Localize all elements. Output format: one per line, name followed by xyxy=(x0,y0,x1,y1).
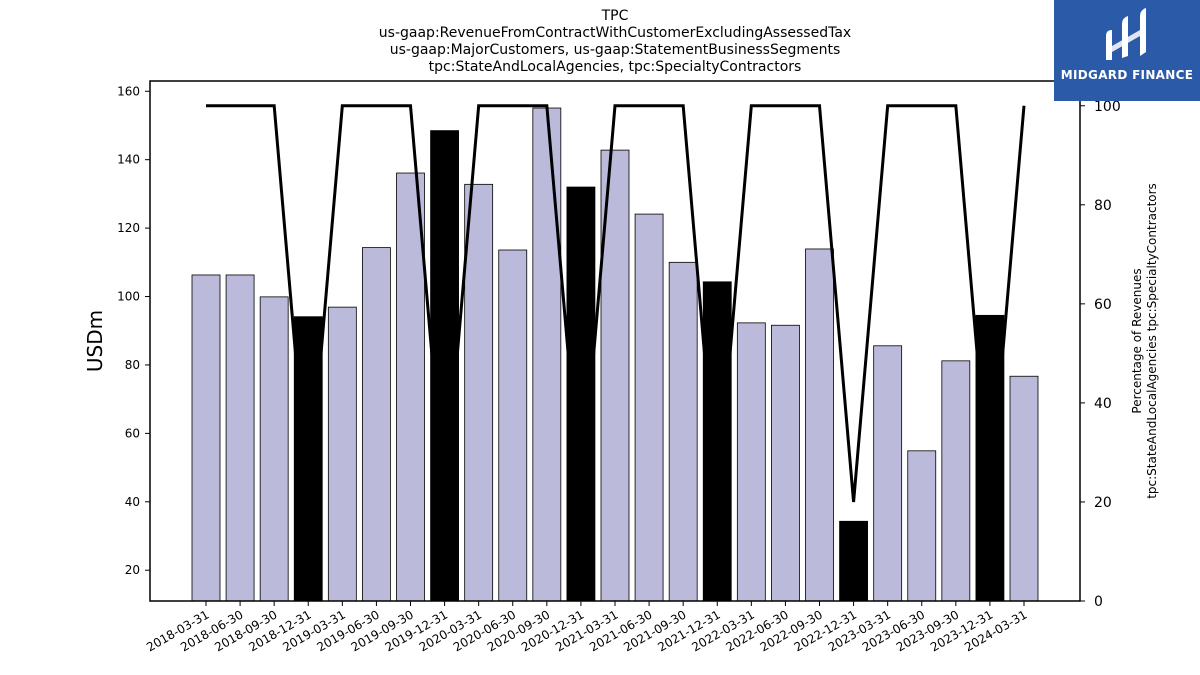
bar-2019-12-31 xyxy=(430,130,459,602)
bar-2022-06-30 xyxy=(771,324,800,602)
bar-2022-12-31 xyxy=(839,520,868,602)
bar-2018-03-31 xyxy=(191,274,221,602)
chart-title-line-4: tpc:StateAndLocalAgencies, tpc:Specialty… xyxy=(429,59,802,75)
bar-2021-09-30 xyxy=(668,261,698,602)
bar-2021-12-31 xyxy=(702,281,732,602)
y-tick-label-left: 140 xyxy=(117,153,140,167)
bar-2018-06-30 xyxy=(225,274,255,602)
bar-2020-09-30 xyxy=(532,107,562,602)
chart-title-line-1: TPC xyxy=(601,8,629,24)
bar-2019-09-30 xyxy=(396,172,425,602)
bar-2018-12-31 xyxy=(293,316,323,602)
logo-mark-icon xyxy=(1106,8,1146,60)
chart-title-line-3: us-gaap:MajorCustomers, us-gaap:Statemen… xyxy=(390,42,841,58)
y-axis-right: 0 20 40 60 80 100 xyxy=(1080,99,1121,610)
y-tick-label-left: 20 xyxy=(125,563,140,577)
bar-2022-03-31 xyxy=(736,322,766,602)
y-tick-label-left: 160 xyxy=(117,84,140,98)
bar-2023-06-30 xyxy=(907,450,937,602)
bar-2020-06-30 xyxy=(498,249,528,602)
bar-2024-03-31 xyxy=(1009,375,1039,602)
y-tick-label-right: 20 xyxy=(1094,495,1112,511)
y-tick-label-right: 0 xyxy=(1094,594,1103,610)
y-tick-label-left: 120 xyxy=(117,221,140,235)
y-axis-label-right-line-2: tpc:StateAndLocalAgencies tpc:SpecialtyC… xyxy=(1145,183,1159,499)
chart-title-line-2: us-gaap:RevenueFromContractWithCustomerE… xyxy=(379,25,851,41)
y-tick-label-right: 60 xyxy=(1094,297,1112,313)
y-tick-label-right: 40 xyxy=(1094,396,1112,412)
bar-2021-06-30 xyxy=(634,213,664,602)
y-tick-label-left: 100 xyxy=(117,290,140,304)
bar-2022-09-30 xyxy=(805,248,834,602)
bar-2018-09-30 xyxy=(259,296,289,602)
bar-2020-03-31 xyxy=(464,183,494,602)
logo-text: MIDGARD FINANCE xyxy=(1060,68,1194,82)
y-tick-label-left: 80 xyxy=(125,358,140,372)
y-tick-label-right: 80 xyxy=(1094,198,1112,214)
bars-group xyxy=(191,107,1039,602)
brand-logo: MIDGARD FINANCE xyxy=(1054,0,1200,101)
percentage-line xyxy=(206,104,1026,503)
chart-title: TPCus-gaap:RevenueFromContractWithCustom… xyxy=(379,8,851,75)
y-tick-label-left: 60 xyxy=(125,426,140,440)
y-axis-label-left: USDm xyxy=(83,310,107,372)
bar-2023-09-30 xyxy=(941,360,971,602)
y-axis-label-right-line-1: Percentage of Revenues xyxy=(1130,268,1144,413)
y-axis-left: 20 40 60 80 100 120 140 160 xyxy=(117,84,150,577)
bar-2023-03-31 xyxy=(873,345,903,602)
x-axis: 2018-03-312018-06-302018-09-302018-12-31… xyxy=(144,601,1030,654)
bar-2019-03-31 xyxy=(327,306,357,602)
y-tick-label-right: 100 xyxy=(1094,99,1121,115)
y-tick-label-left: 40 xyxy=(125,495,140,509)
bar-2023-12-31 xyxy=(975,314,1005,602)
bar-2019-06-30 xyxy=(362,247,391,602)
percentage-line-group xyxy=(206,104,1026,503)
